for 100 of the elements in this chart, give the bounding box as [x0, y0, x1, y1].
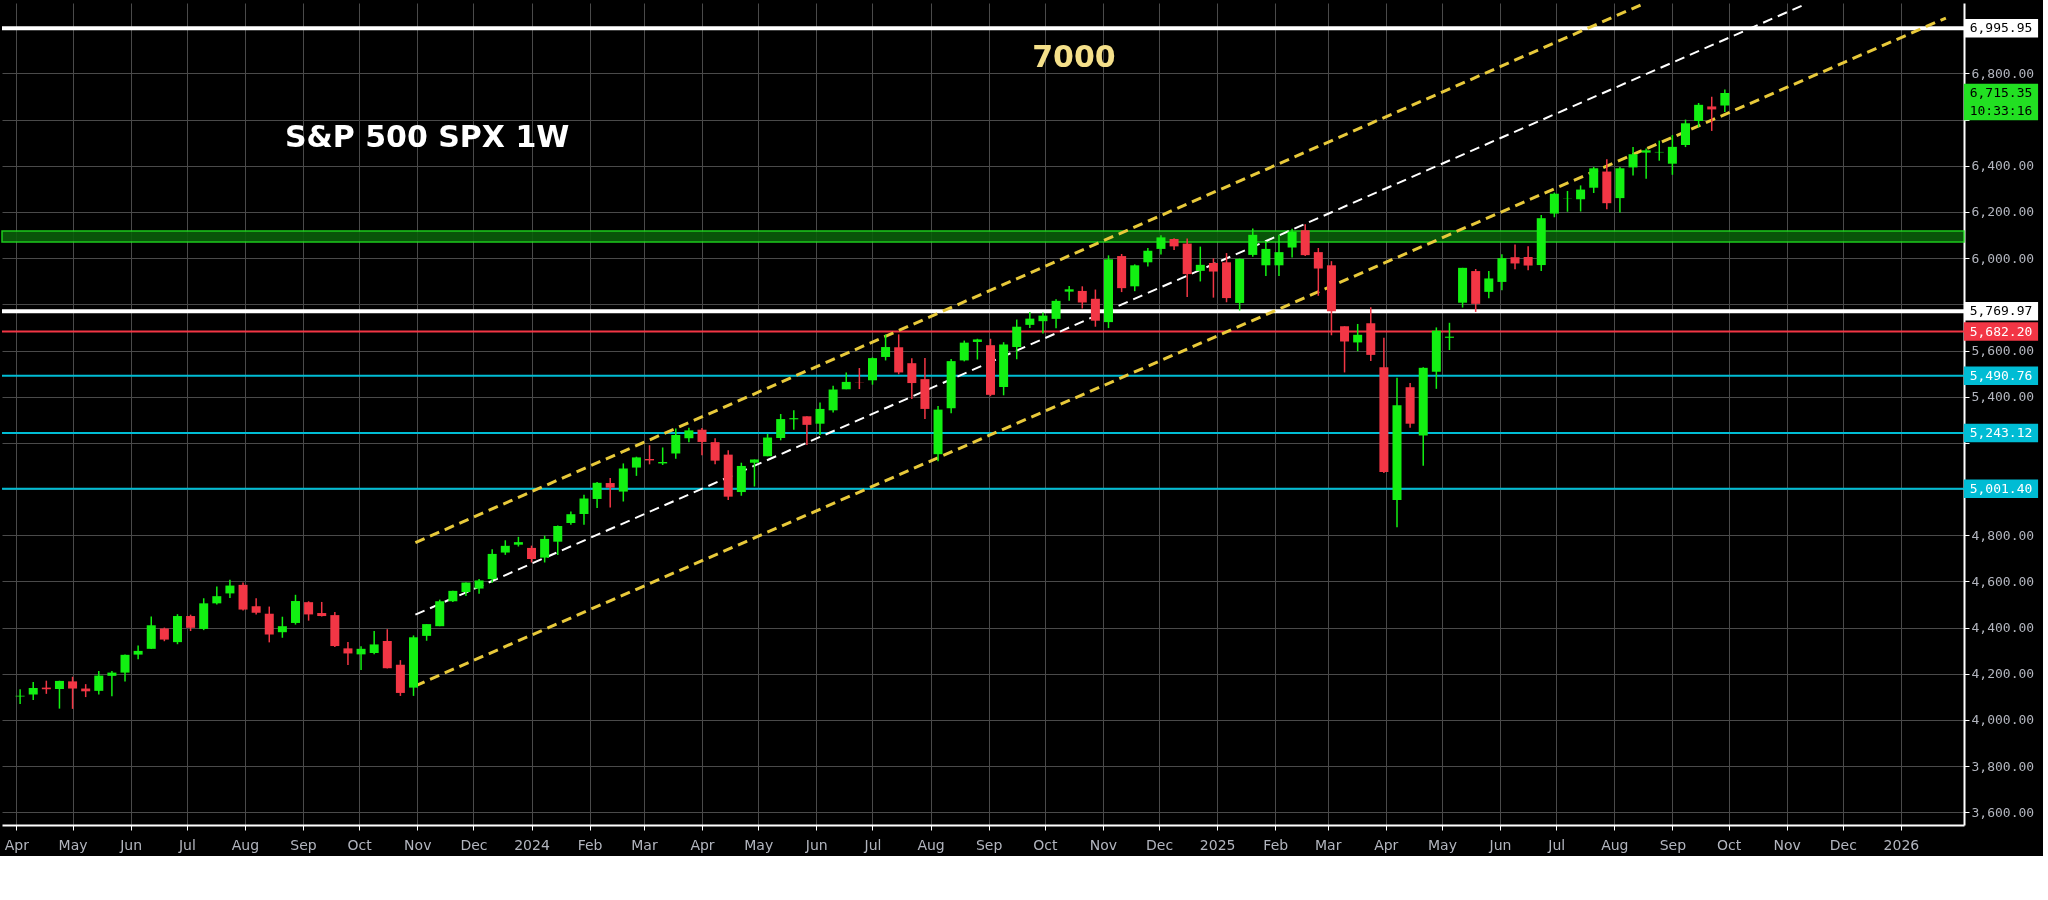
candlestick [1064, 285, 1074, 302]
candlestick [1497, 253, 1507, 291]
candlestick [1274, 234, 1284, 277]
candlestick [1707, 95, 1717, 132]
candlestick [1090, 288, 1100, 328]
ref-line-label: 5,769.97 [1969, 303, 2033, 319]
x-tick-label: Sep [290, 836, 317, 853]
x-tick-label: Jul [863, 836, 882, 853]
candlestick [1051, 298, 1061, 330]
x-tick-label: Dec [1829, 836, 1857, 853]
candlestick [671, 427, 681, 460]
ref-line-label: 6,995.95 [1969, 20, 2033, 36]
candlestick [1681, 118, 1690, 148]
candlestick [146, 615, 156, 650]
ref-line-label: 5,682.20 [1969, 323, 2033, 339]
y-tick-label: 6,800.00 [1971, 65, 2035, 81]
candlestick [1038, 311, 1048, 335]
candlestick [867, 356, 877, 386]
x-tick-label: Oct [347, 836, 373, 853]
candlestick [1353, 323, 1363, 352]
x-tick-label: Apr [690, 836, 715, 853]
x-tick-label: Sep [1659, 836, 1687, 853]
x-tick-label: Feb [577, 836, 603, 853]
annotation: 7000 [1032, 39, 1116, 74]
y-tick-label: 6,000.00 [1971, 250, 2035, 266]
candlestick [789, 409, 799, 431]
candlestick [1287, 228, 1297, 259]
y-tick-label: 5,600.00 [1971, 343, 2035, 358]
candlestick [1012, 318, 1022, 361]
candlestick [369, 630, 379, 656]
candlestick [1077, 285, 1087, 310]
candlestick [776, 413, 786, 442]
candlestick [1694, 102, 1704, 128]
x-tick-label: Jun [804, 836, 828, 853]
candlestick [304, 600, 314, 622]
x-tick-label: Mar [1314, 836, 1342, 853]
x-tick-label: Dec [460, 836, 488, 853]
x-tick-label: May [1427, 836, 1457, 853]
x-tick-label: 2026 [1883, 836, 1920, 853]
x-tick-label: 2025 [1199, 836, 1236, 853]
y-tick-label: 6,400.00 [1971, 158, 2035, 174]
y-tick-label: 4,400.00 [1971, 620, 2035, 636]
candlestick [1484, 270, 1494, 300]
candlestick [1720, 88, 1730, 113]
x-tick-label: Apr [4, 836, 30, 853]
candlestick [815, 401, 825, 436]
x-tick-label: Dec [1146, 836, 1174, 853]
candlestick [212, 585, 222, 606]
candlestick [959, 339, 969, 363]
candlestick [1576, 184, 1586, 213]
x-tick-label: Feb [1263, 836, 1289, 853]
candlestick [277, 615, 287, 639]
candlestick [697, 427, 707, 457]
candlestick [1313, 247, 1323, 297]
candlestick [28, 681, 38, 701]
candlestick [1444, 322, 1454, 351]
text: S&P 500 SPX 1W [285, 119, 570, 154]
x-tick-label: Aug [917, 836, 945, 853]
x-tick-label: Jul [1547, 836, 1566, 853]
x-tick-label: Nov [1773, 836, 1801, 853]
y-tick-label: 4,800.00 [1971, 527, 2035, 543]
x-tick-label: Jul [177, 836, 196, 853]
y-tick-label: 5,400.00 [1971, 389, 2035, 405]
x-tick-label: May [744, 836, 774, 853]
y-tick-label: 3,800.00 [1971, 758, 2035, 774]
y-tick-label: 3,600.00 [1971, 804, 2035, 820]
candlestick [290, 594, 300, 626]
y-tick-label: 4,200.00 [1971, 666, 2035, 682]
candlestick [579, 494, 589, 526]
candlestick [907, 357, 917, 400]
x-tick-label: Apr [1374, 836, 1399, 853]
candlestick [264, 605, 274, 644]
y-tick-label: 6,200.00 [1971, 204, 2035, 220]
candlestick [120, 653, 130, 683]
x-tick-label: Sep [975, 836, 1003, 853]
candlestick [356, 645, 366, 671]
x-tick-label: Jun [1488, 836, 1512, 853]
y-tick-label: 4,600.00 [1971, 573, 2035, 589]
candlestick [618, 462, 628, 503]
ref-line-label: 5,243.12 [1969, 424, 2033, 440]
x-tick-label: Jun [119, 836, 143, 853]
candlestick [1667, 134, 1677, 176]
candlestick [1143, 247, 1153, 268]
candlestick [1589, 166, 1599, 194]
candlestick [605, 477, 615, 509]
x-tick-label: Nov [404, 836, 432, 853]
candlestick [540, 534, 550, 564]
candlestick [1261, 240, 1271, 277]
ref-line-label: 5,490.76 [1969, 367, 2033, 383]
candlestick [553, 524, 563, 556]
text: 10:33:16 [1969, 102, 2033, 118]
candlestick [133, 644, 143, 660]
x-tick-label: May [58, 836, 88, 853]
candlestick [592, 481, 602, 509]
candlestick [94, 670, 104, 696]
x-tick-label: Oct [1033, 836, 1058, 853]
x-tick-label: 2024 [514, 836, 550, 853]
candlestick [802, 415, 812, 446]
candlestick [343, 641, 353, 666]
y-tick-label: 4,000.00 [1971, 712, 2035, 728]
